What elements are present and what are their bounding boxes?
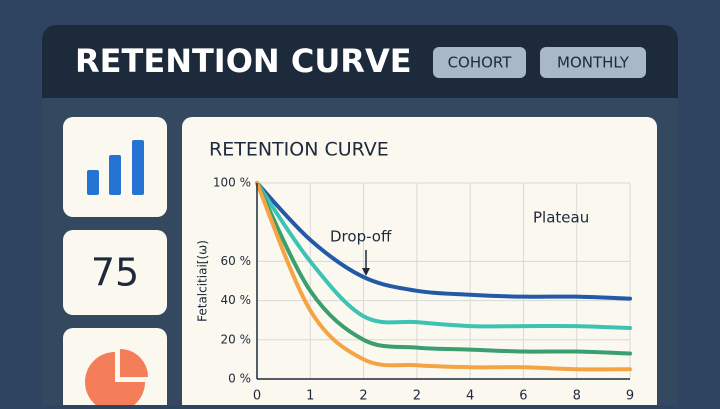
x-tick-label: 0: [253, 389, 261, 404]
pie-icon: [120, 349, 148, 377]
chart-title: RETENTION CURVE: [209, 139, 389, 161]
x-tick-label: 1: [306, 389, 314, 404]
button-label[interactable]: COHORT: [448, 54, 513, 72]
series-line: [255, 181, 632, 356]
annotation: Drop-off: [330, 228, 392, 246]
header-bar: [42, 25, 678, 98]
bar-icon: [132, 140, 144, 195]
y-tick-label: 40 %: [221, 293, 252, 307]
x-tick-label: 6: [519, 389, 527, 404]
y-tick-label: 0 %: [228, 372, 251, 386]
annotation: Plateau: [533, 209, 589, 227]
y-tick-label: 20 %: [221, 332, 252, 346]
x-tick-label: 2: [413, 389, 421, 404]
chart-card: [182, 117, 657, 409]
x-tick-label: 9: [626, 389, 634, 404]
metric: 75: [91, 251, 139, 295]
pie-icon: [85, 352, 145, 409]
annotation-arrow: [362, 268, 370, 276]
series-line: [255, 181, 632, 372]
x-tick-label: 8: [573, 389, 581, 404]
bar-icon: [109, 155, 121, 195]
y-tick-label: 60 %: [221, 254, 252, 268]
y-axis-label: Fetalcitiai[(ω): [196, 240, 210, 322]
cohort-button[interactable]: [433, 47, 526, 78]
bar-icon: [87, 170, 99, 195]
monthly-button[interactable]: [540, 47, 646, 78]
series-line: [255, 181, 632, 331]
series-line: [255, 181, 632, 301]
header-title: RETENTION CURVE: [75, 42, 412, 80]
x-tick-label: 2: [359, 389, 367, 404]
card: [63, 230, 167, 315]
y-tick-label: 100 %: [213, 176, 251, 190]
x-tick-label: 4: [466, 389, 474, 404]
button-label[interactable]: MONTHLY: [557, 54, 630, 72]
